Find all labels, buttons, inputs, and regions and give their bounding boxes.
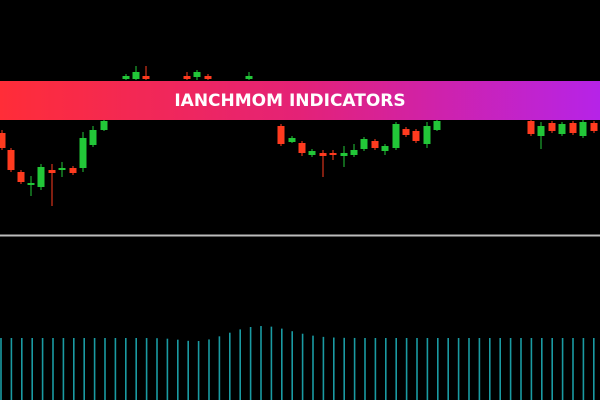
candle-body <box>122 76 130 79</box>
candle-body <box>381 146 389 151</box>
candle-body <box>245 76 253 79</box>
candle-body <box>433 121 441 130</box>
candle-body <box>340 153 348 156</box>
candle-body <box>579 122 587 136</box>
candle-body <box>392 124 400 148</box>
candle-body <box>569 123 577 133</box>
candle-body <box>0 133 6 148</box>
candle-body <box>402 129 410 135</box>
candle-body <box>79 138 87 168</box>
candle-body <box>423 126 431 144</box>
candle-body <box>37 167 45 187</box>
candle-body <box>48 170 56 173</box>
candle-body <box>288 138 296 142</box>
candle-body <box>371 141 379 148</box>
candle-body <box>27 183 35 185</box>
candle-body <box>319 153 327 156</box>
candle-body <box>204 76 212 79</box>
candle-body <box>142 76 150 79</box>
candle-body <box>360 139 368 149</box>
candle-body <box>298 143 306 153</box>
candle-body <box>69 168 77 173</box>
candle-body <box>132 72 140 79</box>
candle-body <box>277 126 285 144</box>
banner <box>0 81 600 120</box>
banner-title: IANCHMOM INDICATORS <box>174 91 405 111</box>
candle-body <box>7 150 15 170</box>
candle-body <box>412 131 420 141</box>
candle-body <box>17 172 25 182</box>
candle-body <box>537 126 545 136</box>
candle-body <box>308 151 316 155</box>
candle-body <box>100 121 108 130</box>
candles <box>0 66 598 206</box>
candle-body <box>58 168 66 170</box>
candle-body <box>350 150 358 155</box>
candle-body <box>89 130 97 145</box>
candle-body <box>548 123 556 131</box>
candle-body <box>527 121 535 134</box>
histogram <box>0 326 595 400</box>
candle-body <box>590 123 598 131</box>
candle-body <box>193 72 201 77</box>
candle-body <box>329 153 337 155</box>
candle-body <box>558 124 566 134</box>
candle-body <box>183 76 191 79</box>
